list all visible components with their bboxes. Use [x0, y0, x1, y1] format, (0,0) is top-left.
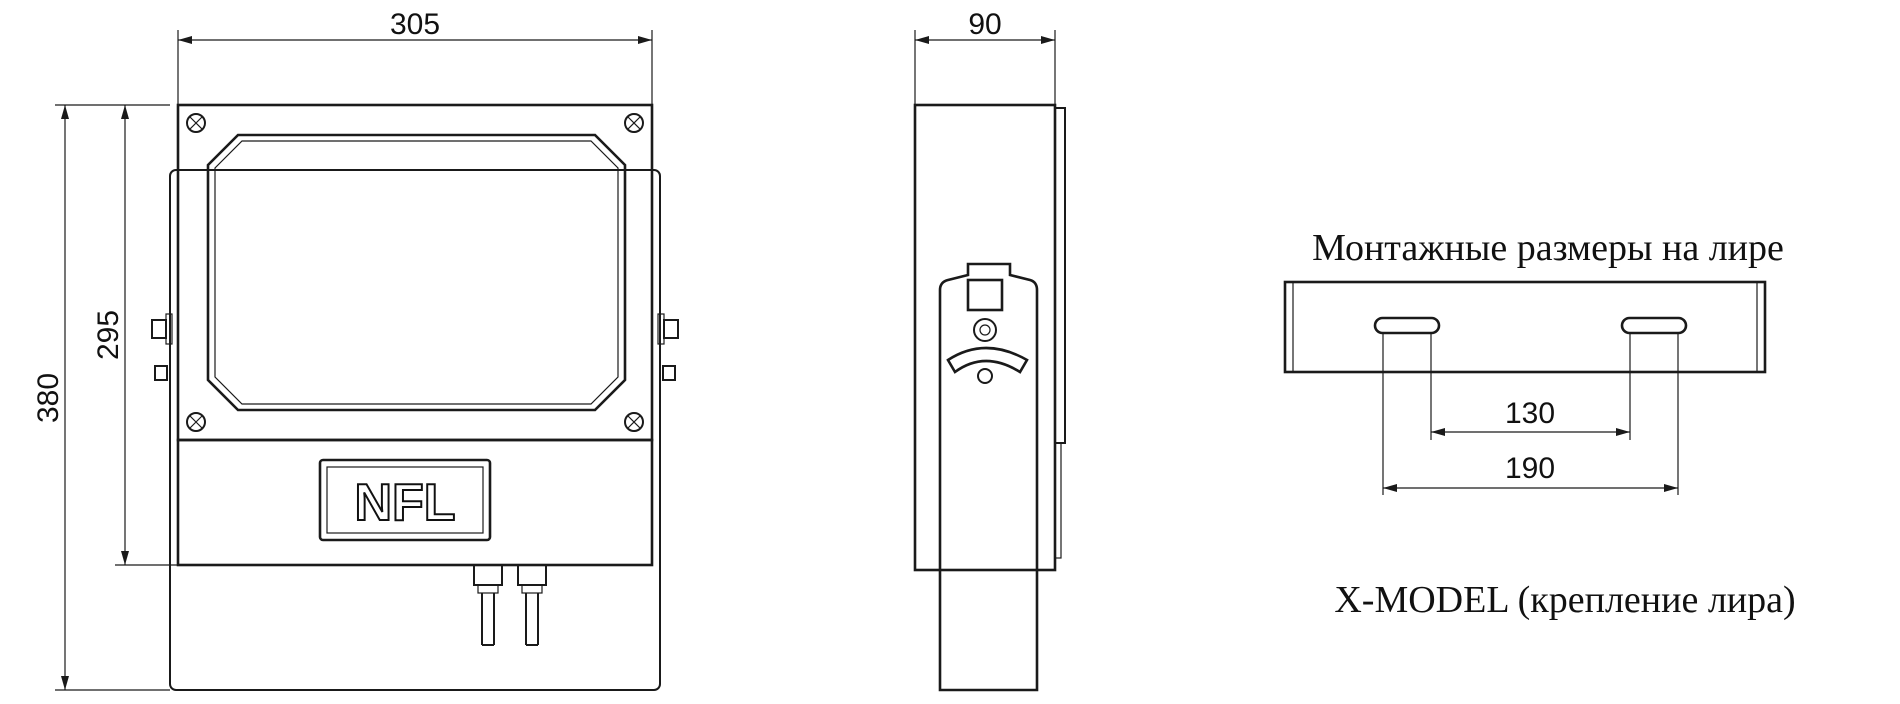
side-rear-lower: [1054, 442, 1062, 559]
logo-plate-inner: [326, 466, 484, 534]
side-tilt-slot: [946, 346, 1029, 374]
side-bolt: [154, 365, 168, 381]
front-bracket: [169, 169, 661, 691]
side-body: [913, 103, 1057, 572]
side-bracket-square: [966, 278, 1004, 312]
front-body-upper: [176, 103, 654, 442]
side-tilt-bolt: [977, 368, 993, 384]
mounting-slot: [1620, 316, 1688, 335]
side-pivot-bolt-center: [979, 324, 991, 336]
side-bracket: [938, 262, 1039, 692]
side-rear-fin: [1054, 107, 1066, 444]
front-body-lower: [176, 438, 654, 567]
model-caption: X-MODEL (крепление лира): [1334, 579, 1795, 621]
side-bolt: [662, 365, 676, 381]
dim-label-height-outer: 380: [32, 373, 65, 423]
mounting-view: Монтажные размеры на лире 130 190 X-MODE…: [1283, 227, 1796, 621]
mounting-title: Монтажные размеры на лире: [1312, 227, 1784, 269]
screw-icon: [186, 412, 206, 432]
front-view: NFL 305 380 295: [32, 8, 679, 691]
logo-plate: [318, 458, 492, 542]
dim-label-depth: 90: [968, 8, 1001, 41]
side-knob: [663, 319, 679, 339]
screw-icon: [624, 412, 644, 432]
front-glass-inner: [214, 140, 619, 405]
dim-label-bracket-outer: 190: [1505, 452, 1555, 485]
side-knob-washer: [165, 313, 173, 345]
screw-icon: [186, 113, 206, 133]
side-view: 90: [913, 8, 1066, 692]
front-glass-panel: [206, 133, 627, 412]
mounting-slot: [1373, 316, 1441, 335]
side-pivot-bolt: [973, 318, 997, 342]
dim-label-width: 305: [390, 8, 440, 41]
screw-icon: [624, 113, 644, 133]
dim-label-bracket-inner: 130: [1505, 397, 1555, 430]
side-knob: [151, 319, 167, 339]
logo-text: NFL: [354, 474, 455, 532]
cable-gland: [473, 564, 503, 646]
bracket-plate: [1283, 280, 1767, 374]
dim-label-height-inner: 295: [92, 310, 125, 360]
side-knob-washer: [657, 313, 665, 345]
cable-gland: [517, 564, 547, 646]
